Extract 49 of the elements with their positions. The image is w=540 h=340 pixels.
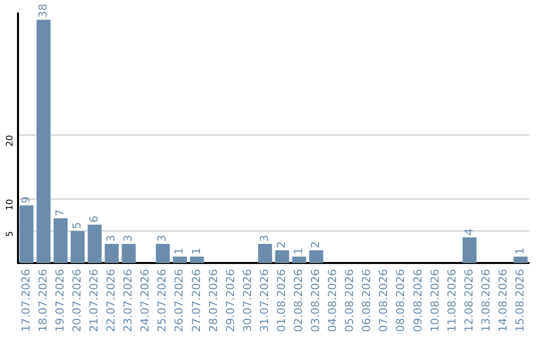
x-tick-label: 21.07.2026 (88, 269, 101, 332)
y-tick-label: 20 (5, 134, 16, 146)
x-tick-label: 29.07.2026 (224, 269, 237, 332)
data-label: 6 (88, 216, 101, 223)
x-tick-label: 08.08.2026 (394, 269, 408, 332)
x-tick-label: 05.08.2026 (343, 269, 356, 332)
x-tick-label: 26.07.2026 (172, 269, 186, 332)
data-label: 3 (156, 234, 169, 242)
x-tick-label: 27.07.2026 (190, 269, 203, 332)
data-label: 1 (172, 248, 186, 255)
data-label: 5 (70, 222, 84, 230)
x-tick-label: 23.07.2026 (122, 269, 135, 332)
data-label: 1 (190, 248, 203, 255)
x-tick-label: 13.08.2026 (479, 269, 492, 332)
x-tick-label: 12.08.2026 (462, 269, 476, 332)
x-tick-label: 19.07.2026 (53, 269, 66, 332)
x-tick-label: 17.07.2026 (19, 269, 32, 332)
data-label: 3 (104, 234, 118, 242)
data-label: 3 (258, 234, 271, 242)
x-tick-label: 24.07.2026 (138, 269, 152, 332)
data-label: 1 (292, 248, 306, 255)
x-tick-label: 06.08.2026 (360, 269, 374, 332)
data-label: 38 (36, 4, 50, 18)
x-tick-label: 14.08.2026 (496, 269, 510, 332)
x-tick-label: 15.08.2026 (514, 269, 527, 332)
y-tick-label: 10 (5, 198, 16, 210)
x-tick-label: 02.08.2026 (292, 269, 306, 332)
x-tick-label: 18.07.2026 (36, 269, 50, 332)
x-tick-label: 03.08.2026 (309, 269, 322, 332)
data-label: 4 (462, 228, 476, 236)
x-tick-label: 22.07.2026 (104, 269, 118, 332)
x-tick-label: 01.08.2026 (274, 269, 288, 332)
y-tick-label: 5 (5, 231, 16, 237)
x-tick-label: 28.07.2026 (206, 269, 220, 332)
x-tick-label: 04.08.2026 (326, 269, 340, 332)
data-label: 2 (309, 241, 322, 248)
x-tick-label: 30.07.2026 (240, 269, 254, 332)
data-label: 1 (514, 248, 527, 255)
x-tick-label: 11.08.2026 (445, 269, 458, 332)
data-label: 7 (53, 209, 66, 216)
data-label: 2 (274, 241, 288, 248)
x-tick-label: 09.08.2026 (411, 269, 424, 332)
data-label: 9 (19, 196, 32, 204)
x-tick-label: 25.07.2026 (156, 269, 169, 332)
x-tick-label: 31.07.2026 (258, 269, 271, 332)
x-tick-label: 20.07.2026 (70, 269, 84, 332)
x-tick-label: 07.08.2026 (377, 269, 390, 332)
data-label: 3 (122, 234, 135, 242)
x-tick-label: 10.08.2026 (428, 269, 442, 332)
